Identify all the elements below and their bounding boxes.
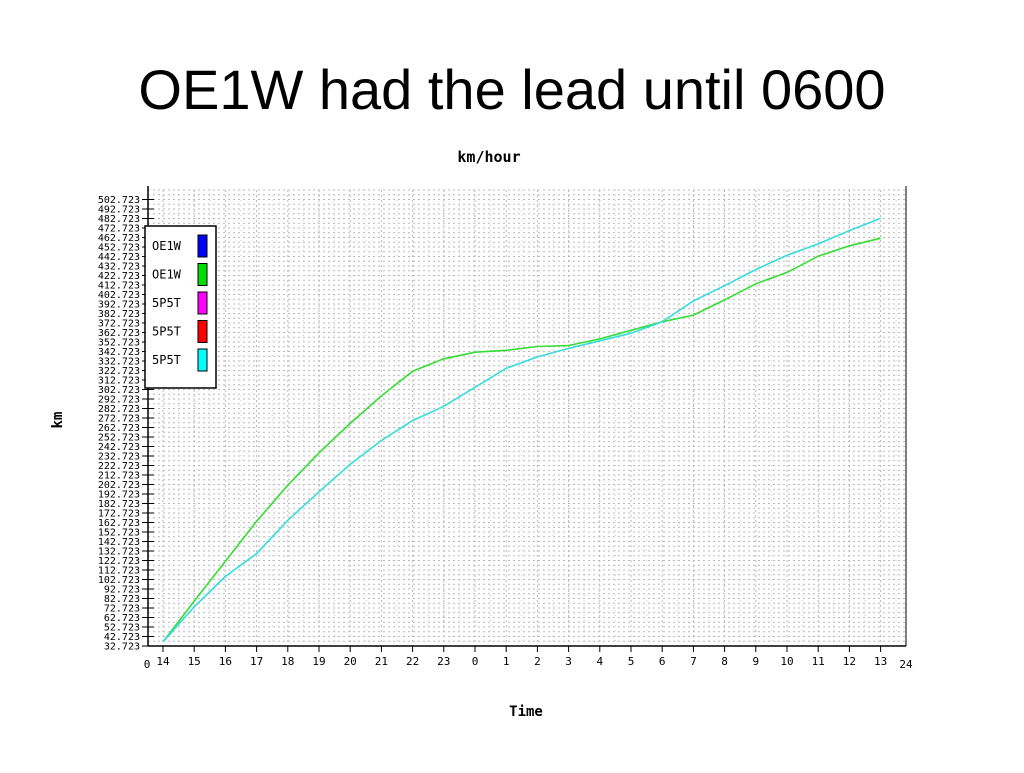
legend-label: 5P5T [152, 296, 181, 310]
x-tick-label: 8 [721, 655, 728, 668]
x-tick-label: 22 [406, 655, 419, 668]
y-tick-label: 422.723 [98, 271, 140, 282]
y-tick-label: 302.723 [98, 385, 140, 396]
x-axis-ticks: 14 15 16 17 18 19 20 21 22 23 0 1 2 3 4 5 6 7 8 9 10 11 12 13 [156, 646, 887, 668]
y-tick-label: 222.723 [98, 461, 140, 472]
x-tick-label: 4 [596, 655, 603, 668]
y-tick-label: 192.723 [98, 490, 140, 501]
y-tick-label: 262.723 [98, 423, 140, 434]
x-tick-label: 5 [628, 655, 635, 668]
y-tick-label: 382.723 [98, 309, 140, 320]
legend-label: OE1W [152, 239, 182, 253]
y-tick-label: 452.723 [98, 243, 140, 254]
y-tick-label: 292.723 [98, 395, 140, 406]
y-tick-label: 352.723 [98, 338, 140, 349]
x-tick-label: 21 [375, 655, 388, 668]
y-tick-label: 492.723 [98, 205, 140, 216]
y-tick-label: 42.723 [104, 632, 140, 643]
y-tick-label: 142.723 [98, 537, 140, 548]
y-tick-label: 472.723 [98, 224, 140, 235]
x-tick-label: 15 [188, 655, 201, 668]
y-tick-label: 392.723 [98, 300, 140, 311]
x-tick-label: 1 [503, 655, 510, 668]
series-line-oe1w [162, 237, 881, 643]
x-tick-label: 14 [156, 655, 170, 668]
x-tick-label: 2 [534, 655, 541, 668]
y-tick-label: 182.723 [98, 499, 140, 510]
series-line-5p5t [162, 217, 881, 643]
x-tick-label: 20 [344, 655, 357, 668]
x-tick-label: 16 [219, 655, 232, 668]
x-tick-label: 17 [250, 655, 263, 668]
y-tick-label: 172.723 [98, 509, 140, 520]
slide-title: OE1W had the lead until 0600 [138, 58, 886, 121]
grid [148, 189, 906, 647]
legend-swatch [197, 348, 208, 372]
y-tick-label: 202.723 [98, 480, 140, 491]
y-axis-title: km [50, 412, 66, 429]
x-axis-end-label: 24 [899, 658, 913, 671]
y-tick-label: 372.723 [98, 319, 140, 330]
x-tick-label: 3 [565, 655, 572, 668]
chart-title: km/hour [457, 148, 520, 166]
y-tick-label: 242.723 [98, 442, 140, 453]
y-tick-label: 402.723 [98, 290, 140, 301]
axes [147, 186, 907, 647]
legend-label: 5P5T [152, 353, 181, 367]
y-tick-label: 122.723 [98, 556, 140, 567]
x-tick-label: 6 [659, 655, 666, 668]
y-tick-label: 282.723 [98, 404, 140, 415]
y-tick-label: 482.723 [98, 214, 140, 225]
y-axis-ticks: 32.72342.72352.72362.72372.72382.72392.7… [98, 195, 154, 653]
y-tick-label: 52.723 [104, 623, 140, 634]
y-tick-label: 102.723 [98, 575, 140, 586]
y-tick-label: 432.723 [98, 262, 140, 273]
x-tick-label: 9 [752, 655, 759, 668]
x-tick-label: 11 [812, 655, 825, 668]
legend: OE1W OE1W 5P5T 5P5T 5P5T [144, 225, 217, 389]
x-tick-label: 12 [843, 655, 856, 668]
x-axis-start-label: 0 [144, 658, 151, 671]
y-tick-label: 112.723 [98, 566, 140, 577]
y-tick-label: 232.723 [98, 452, 140, 463]
y-tick-label: 132.723 [98, 547, 140, 558]
y-tick-label: 32.723 [104, 642, 140, 653]
y-tick-label: 502.723 [98, 195, 140, 206]
legend-swatch [197, 234, 208, 258]
y-tick-label: 62.723 [104, 613, 140, 624]
x-tick-label: 7 [690, 655, 697, 668]
legend-swatch [197, 291, 208, 315]
y-tick-label: 92.723 [104, 585, 140, 596]
x-tick-label: 23 [437, 655, 450, 668]
y-tick-label: 462.723 [98, 233, 140, 244]
y-tick-label: 72.723 [104, 604, 140, 615]
x-tick-label: 13 [874, 655, 887, 668]
legend-swatch [197, 263, 208, 286]
y-tick-label: 312.723 [98, 376, 140, 387]
y-tick-label: 152.723 [98, 528, 140, 539]
y-tick-label: 412.723 [98, 281, 140, 292]
x-tick-label: 10 [780, 655, 793, 668]
x-tick-label: 0 [472, 655, 479, 668]
series-lines [162, 217, 881, 643]
y-tick-label: 442.723 [98, 252, 140, 263]
legend-label: OE1W [152, 268, 182, 282]
y-tick-label: 212.723 [98, 471, 140, 482]
legend-label: 5P5T [152, 325, 181, 339]
y-tick-label: 252.723 [98, 433, 140, 444]
y-tick-label: 162.723 [98, 518, 140, 529]
x-tick-label: 18 [281, 655, 294, 668]
y-tick-label: 362.723 [98, 328, 140, 339]
y-tick-label: 82.723 [104, 594, 140, 605]
legend-swatch [197, 320, 208, 343]
x-axis-title: Time [509, 704, 543, 720]
x-tick-label: 19 [312, 655, 325, 668]
y-tick-label: 322.723 [98, 366, 140, 377]
y-tick-label: 332.723 [98, 357, 140, 368]
y-tick-label: 342.723 [98, 347, 140, 358]
y-tick-label: 272.723 [98, 414, 140, 425]
